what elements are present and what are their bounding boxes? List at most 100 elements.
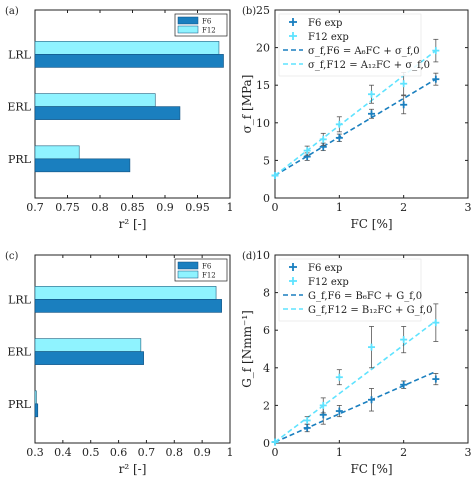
bar-f12-lrl [34, 286, 217, 300]
x-tick-label: 0.9 [156, 201, 174, 214]
x-tick-label: 0.75 [55, 201, 80, 214]
fit-line-3 [274, 320, 437, 443]
legend-entry: F6 [202, 18, 212, 26]
y-tick-label: 5 [263, 154, 270, 167]
legend-entry: F12 [202, 272, 216, 280]
data-point-f12-exp [400, 336, 408, 344]
panel-0: 0.7 0.75 0.8 0.85 0.9 0.95 1 r² [-] (a) LRL ERL PRL… [5, 6, 234, 231]
legend-entry: F12 exp [308, 277, 349, 288]
y-tick-label: 0 [263, 437, 270, 450]
y-tick-label: 2 [263, 399, 270, 412]
bar-f12-erl [34, 93, 156, 107]
bar-f12-prl [34, 390, 37, 405]
data-point-f12-exp [303, 147, 311, 155]
panel-label: (a) [5, 6, 19, 17]
x-tick-label: 0.85 [120, 201, 145, 214]
bar-f12-prl [34, 145, 80, 160]
legend-entry: F6 exp [308, 18, 342, 29]
x-tick-label: 0.8 [91, 201, 109, 214]
category-label: ERL [7, 101, 31, 114]
fit-line-2 [274, 78, 437, 177]
x-tick-label: 0.4 [54, 446, 72, 459]
data-point-f6-exp [400, 101, 408, 109]
bar-f12-erl [34, 338, 142, 352]
category-label: LRL [8, 293, 32, 306]
data-point-f12-exp [271, 171, 279, 179]
y-tick-label: 6 [263, 324, 270, 337]
legend-entry: G_f,F12 = B₁₂FC + G_f,0 [308, 305, 432, 316]
legend-swatch [177, 25, 199, 34]
x-tick-label: 2 [400, 446, 407, 459]
bar-f12-lrl [34, 41, 220, 55]
data-point-f12-exp [432, 319, 440, 327]
x-tick-label: 0.5 [82, 446, 100, 459]
legend-entry: σ_f,F12 = A₁₂FC + σ_f,0 [308, 60, 430, 71]
x-tick-label: 0.7 [138, 446, 156, 459]
legend-entry: G_f,F6 = B₆FC + G_f,0 [308, 291, 422, 302]
panel-2: 0.3 0.4 0.5 0.6 0.7 0.8 0.9 1 r² [-] (c) LRL ERL PRL… [5, 251, 234, 476]
y-tick-label: 0 [263, 192, 270, 205]
x-tick-label: 1 [336, 201, 343, 214]
y-tick-label: 10 [256, 249, 270, 262]
y-tick-label: 4 [263, 362, 270, 375]
x-tick-label: 0.6 [110, 446, 128, 459]
bar-f6-lrl [34, 299, 222, 313]
data-point-f12-exp [319, 135, 327, 143]
data-point-f6-exp [368, 110, 375, 118]
bar-f6-prl [34, 158, 131, 173]
bar-f6-prl [34, 403, 39, 418]
data-point-f12-exp [271, 438, 279, 446]
data-point-f6-exp [303, 424, 311, 432]
data-point-f12-exp [319, 401, 327, 409]
data-point-f12-exp [303, 416, 311, 424]
x-axis-label: r² [-] [119, 462, 147, 476]
y-axis-label: σ_f [MPa] [240, 75, 254, 134]
y-tick-label: 10 [256, 117, 270, 130]
x-tick-label: 2 [400, 201, 407, 214]
x-axis-label: FC [%] [350, 217, 392, 231]
data-point-f6-exp [368, 396, 375, 404]
legend-box [278, 13, 422, 77]
x-tick-label: 3 [465, 446, 472, 459]
data-point-f6-exp [432, 375, 440, 383]
data-point-f12-exp [335, 373, 343, 381]
legend-swatch [177, 261, 199, 270]
data-point-f12-exp [432, 47, 440, 55]
category-label: LRL [8, 48, 32, 61]
data-point-f12-exp [368, 90, 375, 98]
y-tick-label: 20 [256, 42, 270, 55]
x-axis-label: FC [%] [350, 462, 392, 476]
x-tick-label: 0 [272, 201, 279, 214]
data-point-f12-exp [335, 120, 343, 128]
x-tick-label: 0.7 [26, 201, 44, 214]
data-point-f6-exp [400, 381, 408, 389]
bar-f6-erl [34, 106, 181, 120]
legend-swatch [177, 270, 199, 279]
x-tick-label: 0.95 [185, 201, 210, 214]
bar-f6-erl [34, 351, 144, 365]
panel-label: (c) [5, 251, 19, 262]
fit-line-2 [274, 370, 437, 443]
x-tick-label: 0.8 [166, 446, 184, 459]
category-label: PRL [8, 153, 32, 166]
x-tick-label: 1 [227, 446, 234, 459]
x-tick-label: 0 [272, 446, 279, 459]
data-point-f6-exp [432, 75, 440, 83]
legend-entry: F6 exp [308, 263, 342, 274]
x-axis-label: r² [-] [119, 217, 147, 231]
legend-entry: F12 [202, 27, 216, 35]
x-tick-label: 1 [336, 446, 343, 459]
x-tick-label: 3 [465, 201, 472, 214]
category-label: PRL [8, 398, 32, 411]
x-tick-label: 0.9 [193, 446, 211, 459]
legend-entry: F12 exp [308, 32, 349, 43]
data-point-f6-exp [335, 134, 343, 142]
y-tick-label: 8 [263, 287, 270, 300]
x-tick-label: 1 [227, 201, 234, 214]
legend-entry: F6 [202, 263, 212, 271]
y-axis-label: G_f [Nmm⁻¹] [240, 310, 254, 388]
bar-f6-lrl [34, 54, 224, 68]
legend-box [278, 258, 422, 322]
legend: F6 exp F12 exp G_f,F6 = B₆FC + G_f,0 G_f,F1… [278, 258, 432, 322]
